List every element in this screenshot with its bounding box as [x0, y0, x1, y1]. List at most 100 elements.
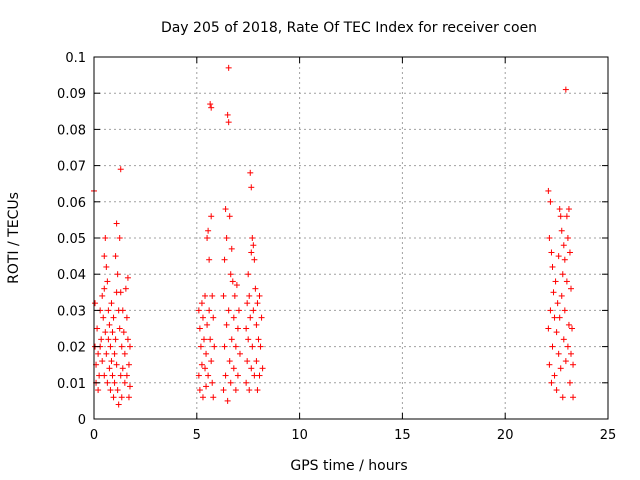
data-point	[228, 336, 235, 343]
data-point	[202, 292, 209, 299]
data-point	[235, 307, 242, 314]
data-point	[250, 307, 257, 314]
data-point	[559, 394, 566, 401]
data-point	[120, 329, 127, 336]
data-point	[551, 314, 558, 321]
data-point	[108, 300, 115, 307]
data-point	[106, 321, 113, 328]
data-point	[248, 184, 255, 191]
data-point	[118, 394, 125, 401]
data-point	[99, 358, 106, 365]
data-point	[119, 307, 126, 314]
data-point	[250, 242, 257, 249]
y-tick-label: 0.05	[57, 232, 86, 247]
data-point	[558, 227, 565, 234]
y-axis-label: ROTI / TECUs	[6, 192, 22, 284]
data-point	[230, 365, 237, 372]
data-point	[227, 271, 234, 278]
data-point	[563, 213, 570, 220]
data-point	[118, 343, 125, 350]
data-point	[202, 365, 209, 372]
data-point	[561, 256, 568, 263]
y-tick-label: 0.09	[57, 87, 86, 102]
data-point	[557, 365, 564, 372]
data-point	[101, 372, 108, 379]
data-point	[560, 242, 567, 249]
data-point	[112, 336, 119, 343]
data-point	[223, 235, 230, 241]
data-point	[256, 372, 263, 379]
data-point	[226, 358, 233, 365]
data-point	[558, 292, 565, 299]
data-point	[243, 379, 250, 386]
data-point	[569, 325, 576, 332]
data-point	[110, 394, 117, 401]
y-tick-label: 0.08	[57, 123, 86, 138]
data-point	[254, 387, 261, 394]
data-point	[549, 343, 556, 350]
data-point	[111, 379, 118, 386]
data-point	[198, 361, 205, 368]
data-point	[103, 350, 110, 357]
data-point	[204, 235, 211, 241]
data-point	[205, 227, 212, 234]
x-tick-label: 5	[193, 428, 201, 443]
data-point	[225, 64, 232, 71]
data-point	[227, 379, 234, 386]
data-point	[557, 213, 564, 220]
data-point	[220, 292, 227, 299]
y-tick-label: 0.03	[57, 304, 86, 319]
data-point	[123, 314, 130, 321]
x-tick-label: 0	[90, 428, 98, 443]
data-point	[545, 187, 552, 194]
x-tick-labels: 0 5 10 15 20 25	[90, 428, 616, 443]
data-point	[559, 271, 566, 278]
data-point	[222, 372, 229, 379]
data-point	[109, 329, 116, 336]
data-point	[223, 321, 230, 328]
data-point	[205, 372, 212, 379]
data-point	[209, 292, 216, 299]
y-tick-label: 0.06	[57, 196, 86, 211]
data-point	[560, 336, 567, 343]
data-point	[203, 350, 210, 357]
data-point	[197, 343, 204, 350]
data-point	[199, 314, 206, 321]
data-point	[554, 300, 561, 307]
data-point	[550, 289, 557, 296]
data-point	[101, 285, 108, 292]
data-point	[246, 387, 253, 394]
data-point	[257, 343, 264, 350]
data-point	[105, 336, 112, 343]
data-point	[109, 372, 116, 379]
data-point	[555, 253, 562, 260]
data-point	[561, 307, 568, 314]
data-point	[122, 285, 129, 292]
data-point	[117, 289, 124, 296]
data-point	[252, 285, 259, 292]
y-tick-label: 0.01	[57, 377, 86, 392]
data-point	[115, 401, 122, 408]
data-point	[228, 245, 235, 252]
data-point	[249, 343, 256, 350]
data-point	[211, 343, 218, 350]
data-point	[121, 350, 128, 357]
data-point	[112, 253, 119, 260]
data-point	[108, 358, 115, 365]
data-point	[96, 372, 103, 379]
data-point	[224, 111, 231, 118]
data-point	[107, 343, 114, 350]
data-point	[247, 169, 254, 176]
data-point	[225, 119, 232, 126]
y-tick-label: 0	[78, 413, 86, 428]
data-point	[207, 336, 214, 343]
data-point	[247, 314, 254, 321]
data-point	[195, 372, 202, 379]
data-point	[547, 307, 554, 314]
data-point	[116, 235, 123, 241]
data-point	[95, 387, 102, 394]
x-tick-label: 10	[291, 428, 308, 443]
data-point	[222, 206, 229, 213]
y-tick-labels: 0 0.01 0.02 0.03 0.04 0.05 0.06 0.07 0.08 0.09 0.1	[57, 51, 86, 428]
data-point	[200, 336, 207, 343]
